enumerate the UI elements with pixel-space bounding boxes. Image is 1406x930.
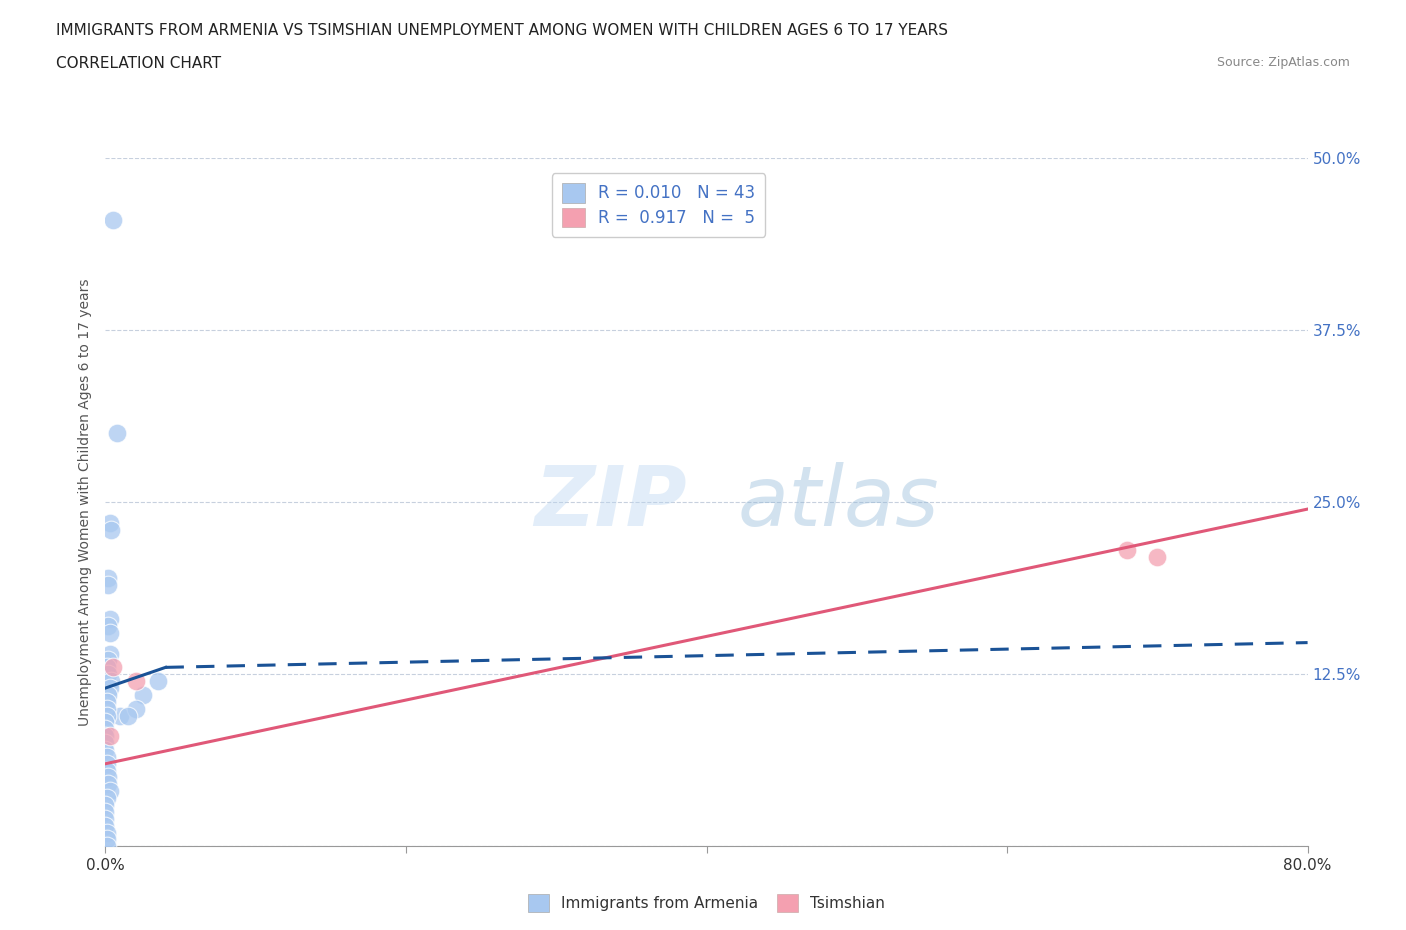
Point xyxy=(124,673,146,688)
Point xyxy=(100,673,122,688)
Point xyxy=(96,708,118,723)
Point xyxy=(96,701,118,716)
Point xyxy=(98,626,121,641)
Point xyxy=(97,770,120,785)
Text: CORRELATION CHART: CORRELATION CHART xyxy=(56,56,221,71)
Point xyxy=(98,681,121,696)
Point xyxy=(107,426,129,441)
Point xyxy=(96,832,118,847)
Point xyxy=(96,790,118,805)
Point xyxy=(146,673,169,688)
Point xyxy=(94,811,117,826)
Point xyxy=(101,213,124,228)
Point xyxy=(97,777,120,791)
Point xyxy=(96,839,118,854)
Point xyxy=(97,653,120,668)
Point xyxy=(110,708,132,723)
Point xyxy=(96,660,118,675)
Point xyxy=(94,729,117,744)
Point xyxy=(94,804,117,819)
Point xyxy=(132,687,155,702)
Point xyxy=(96,756,118,771)
Point xyxy=(1116,543,1139,558)
Point xyxy=(94,742,117,757)
Text: Source: ZipAtlas.com: Source: ZipAtlas.com xyxy=(1216,56,1350,69)
Text: IMMIGRANTS FROM ARMENIA VS TSIMSHIAN UNEMPLOYMENT AMONG WOMEN WITH CHILDREN AGES: IMMIGRANTS FROM ARMENIA VS TSIMSHIAN UNE… xyxy=(56,23,948,38)
Point xyxy=(94,818,117,833)
Point xyxy=(98,784,121,799)
Point xyxy=(98,729,121,744)
Point xyxy=(97,578,120,592)
Point xyxy=(97,570,120,585)
Point xyxy=(117,708,139,723)
Point xyxy=(94,798,117,813)
Text: ZIP: ZIP xyxy=(534,461,686,543)
Point xyxy=(98,646,121,661)
Point xyxy=(96,764,118,778)
Point xyxy=(98,515,121,530)
Point xyxy=(97,618,120,633)
Point xyxy=(124,701,146,716)
Point xyxy=(96,750,118,764)
Point xyxy=(97,687,120,702)
Point xyxy=(97,667,120,682)
Y-axis label: Unemployment Among Women with Children Ages 6 to 17 years: Unemployment Among Women with Children A… xyxy=(79,278,93,726)
Text: atlas: atlas xyxy=(738,461,939,543)
Point xyxy=(96,695,118,710)
Point xyxy=(94,722,117,737)
Legend: Immigrants from Armenia, Tsimshian: Immigrants from Armenia, Tsimshian xyxy=(522,888,891,918)
Point xyxy=(101,660,124,675)
Point xyxy=(100,523,122,538)
Point xyxy=(98,612,121,627)
Point xyxy=(1146,550,1168,565)
Point xyxy=(94,736,117,751)
Point xyxy=(96,825,118,840)
Point xyxy=(94,715,117,730)
